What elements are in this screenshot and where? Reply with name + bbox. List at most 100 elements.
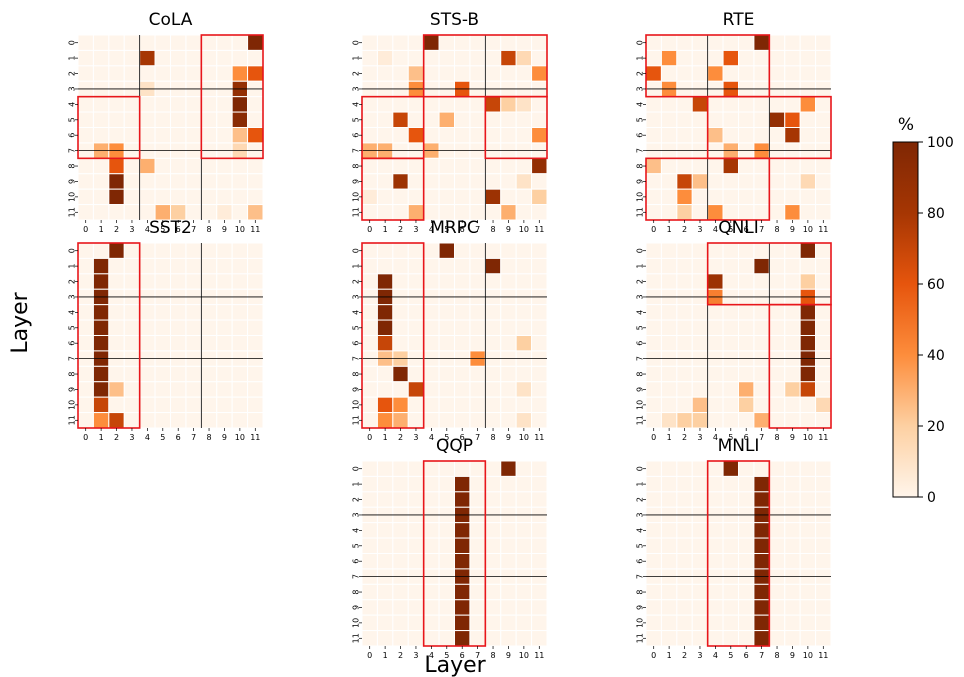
heatmap-cell (454, 96, 471, 113)
x-tick-label: 1 (383, 433, 388, 442)
heatmap-cell (392, 381, 409, 398)
x-tick-label: 2 (398, 651, 403, 660)
heatmap-cell (676, 188, 693, 206)
heatmap-cell (676, 127, 693, 144)
heatmap-cell (108, 34, 125, 51)
heatmap-cell (500, 304, 517, 321)
heatmap-cell (531, 381, 548, 398)
heatmap-cell (438, 412, 456, 429)
heatmap-cell (515, 599, 533, 616)
heatmap-cell (784, 365, 801, 383)
heatmap-cell (707, 242, 724, 259)
heatmap-cell (799, 630, 817, 647)
heatmap-cell (784, 65, 801, 82)
heatmap-cell (676, 335, 693, 352)
heatmap-cell (722, 365, 739, 383)
heatmap-cell (200, 381, 218, 398)
y-tick-label: 9 (352, 605, 361, 610)
y-tick-label: 1 (352, 264, 361, 269)
heatmap-cell (722, 273, 739, 290)
heatmap-cell (531, 319, 548, 337)
heatmap-cell (407, 111, 425, 129)
heatmap-cell (376, 381, 394, 398)
heatmap-cell (92, 173, 110, 190)
heatmap-cell (154, 319, 171, 337)
heatmap-cell (185, 65, 202, 82)
heatmap-cell (660, 319, 678, 337)
heatmap-cell (500, 157, 517, 175)
heatmap-cell (707, 365, 724, 383)
heatmap-cell (469, 257, 486, 275)
heatmap-cell (660, 630, 678, 647)
heatmap-cell (454, 365, 471, 383)
heatmap-cell (531, 157, 548, 175)
heatmap-cell (108, 204, 125, 221)
heatmap-cell (722, 491, 739, 508)
heatmap-cell (200, 34, 218, 51)
heatmap-cell (77, 335, 94, 352)
heatmap-cell (423, 273, 440, 290)
heatmap-cell (216, 412, 233, 429)
heatmap-cell (484, 522, 502, 539)
heatmap-cell (815, 365, 832, 383)
heatmap-cell (454, 335, 471, 352)
heatmap-cell (423, 242, 440, 259)
heatmap-cell (500, 127, 517, 144)
heatmap-cell (768, 65, 786, 82)
heatmap-cell (92, 157, 110, 175)
heatmap-cell (77, 273, 94, 290)
heatmap-cell (799, 396, 817, 414)
heatmap-cell (361, 257, 378, 275)
heatmap-cell (660, 365, 678, 383)
heatmap-cell (469, 460, 486, 477)
heatmap-cell (77, 242, 94, 259)
heatmap-cell (376, 127, 394, 144)
heatmap-cell (660, 553, 678, 570)
heatmap-cell (799, 204, 817, 221)
heatmap-cell (691, 396, 709, 414)
heatmap-cell (392, 319, 409, 337)
heatmap-cell (500, 599, 517, 616)
heatmap-cell (200, 257, 218, 275)
heatmap-cell (185, 188, 202, 206)
x-tick-label: 11 (534, 225, 544, 234)
heatmap-cell (154, 173, 171, 190)
heatmap-cell (531, 522, 548, 539)
heatmap-cell (676, 412, 693, 429)
heatmap-cell (454, 599, 471, 616)
heatmap-cell (691, 65, 709, 82)
heatmap-cell (676, 396, 693, 414)
heatmap-cell (407, 522, 425, 539)
heatmap-cell (77, 34, 94, 51)
heatmap-cell (139, 381, 156, 398)
heatmap-cell (738, 381, 755, 398)
heatmap-cell (423, 630, 440, 647)
panel-title: QQP (436, 436, 473, 456)
heatmap-cell (722, 111, 739, 129)
heatmap-cell (170, 34, 187, 51)
heatmap-cell (515, 365, 533, 383)
heatmap-cell (515, 475, 533, 493)
heatmap-cell (139, 188, 156, 206)
heatmap-cell (784, 460, 801, 477)
heatmap-cell (423, 157, 440, 175)
heatmap-cell (92, 127, 110, 144)
heatmap-cell (216, 49, 233, 67)
heatmap-cell (407, 630, 425, 647)
colorbar-tick-label: 20 (927, 419, 945, 435)
heatmap-cell (500, 365, 517, 383)
x-tick-label: 2 (682, 225, 687, 234)
heatmap-cell (77, 381, 94, 398)
heatmap-cell (154, 34, 171, 51)
heatmap-cell (722, 537, 739, 554)
heatmap-cell (815, 335, 832, 352)
heatmap-cell (469, 34, 486, 51)
heatmap-cell (815, 491, 832, 508)
heatmap-cell (454, 49, 471, 67)
heatmap-cell (753, 630, 770, 647)
heatmap-cell (484, 365, 502, 383)
heatmap-cell (676, 553, 693, 570)
heatmap-cell (185, 396, 202, 414)
heatmap-cell (438, 553, 456, 570)
